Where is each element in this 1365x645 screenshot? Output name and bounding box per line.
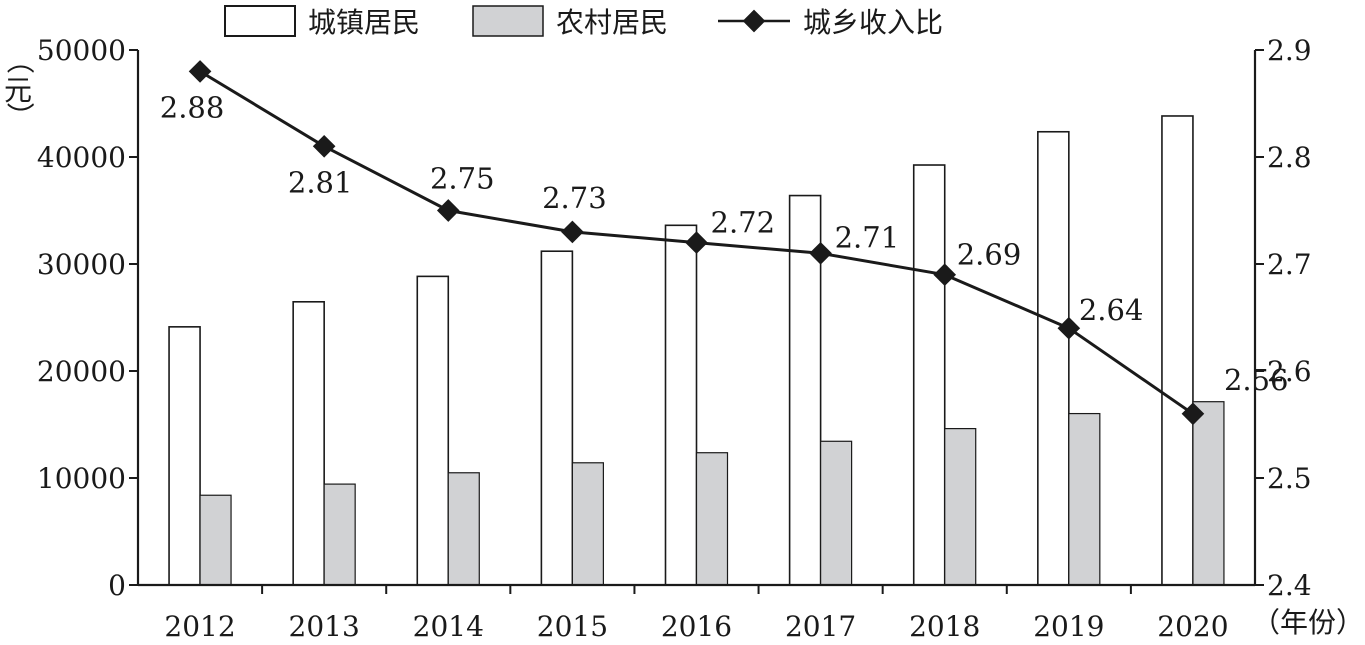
ratio-marker [561, 220, 584, 244]
bar-urban [912, 164, 946, 586]
bar-urban [416, 275, 450, 586]
x-tick-label: 2014 [413, 610, 484, 643]
legend-swatch-urban [224, 5, 296, 37]
legend-swatch-rural [472, 5, 544, 37]
ratio-marker [188, 60, 212, 83]
x-tick-label: 2016 [661, 610, 732, 643]
y-axis-unit-label: （ 元 ） [3, 46, 36, 130]
legend-label-rural: 农村居民 [556, 6, 668, 39]
ratio-marker [312, 134, 336, 158]
bar-rural [944, 427, 977, 586]
bar-rural [199, 494, 232, 586]
y-right-tick-label: 2.9 [1267, 34, 1312, 67]
y-left-tick-label: 50000 [37, 34, 126, 67]
ratio-data-label: 2.81 [288, 165, 353, 199]
y-left-tick-label: 30000 [37, 248, 126, 281]
y-right-tick-label: 2.8 [1267, 141, 1312, 174]
bar-urban [168, 326, 201, 586]
ratio-data-label: 2.71 [835, 220, 900, 254]
y-axis-unit-text: 元 [4, 74, 32, 107]
y-left-tick-label: 10000 [37, 462, 126, 495]
bar-rural [695, 452, 729, 586]
ratio-marker [436, 199, 460, 222]
ratio-marker [1181, 402, 1205, 426]
bar-rural [1192, 401, 1225, 586]
y-axis-unit-close: ） [3, 102, 36, 130]
legend-label-ratio: 城乡收入比 [803, 6, 943, 39]
ratio-series: 2.88 2.81 2.75 2.73 2.72 2.71 2.69 2.64 2.56 [160, 60, 1289, 426]
y-right-tick-label: 2.7 [1267, 248, 1312, 281]
ratio-marker [1057, 316, 1081, 340]
y-right-tick-label: 2.5 [1267, 462, 1312, 495]
x-tick-label: 2019 [1033, 610, 1104, 643]
legend-label-urban: 城镇居民 [308, 6, 420, 39]
y-left-tick-label: 0 [108, 569, 126, 602]
y-left-tick-label: 40000 [37, 141, 126, 174]
y-axis-left: 0 10000 20000 30000 40000 50000 [37, 34, 138, 602]
legend-marker-ratio [742, 9, 766, 33]
x-tick-label: 2017 [785, 610, 856, 643]
y-right-tick-label: 2.4 [1267, 569, 1312, 602]
bar-rural [323, 483, 356, 586]
x-tick-label: 2018 [909, 610, 980, 643]
legend: 城镇居民 农村居民 城乡收入比 [224, 5, 943, 39]
ratio-marker [933, 263, 957, 287]
bar-urban [1037, 130, 1070, 586]
y-left-tick-label: 20000 [37, 355, 126, 388]
bar-urban [540, 250, 574, 586]
x-tick-label: 2013 [289, 610, 360, 643]
x-tick-label: 2020 [1157, 610, 1228, 643]
ratio-data-label: 2.64 [1079, 293, 1144, 327]
y-axis-unit-open: （ [3, 46, 36, 74]
y-axis-right: 2.4 2.5 2.6 2.7 2.8 2.9 [1255, 34, 1312, 602]
bar-urban [1161, 115, 1194, 586]
bar-urban [292, 301, 325, 586]
bars [168, 115, 1225, 586]
bar-urban [788, 194, 822, 586]
x-axis-label: （年份） [1252, 606, 1364, 639]
x-tick-label: 2012 [164, 610, 235, 643]
ratio-data-label: 2.56 [1224, 363, 1289, 397]
y-right-tick-label: 2.6 [1267, 355, 1312, 388]
x-tick-label: 2015 [537, 610, 608, 643]
ratio-data-label: 2.69 [957, 238, 1022, 272]
bar-rural [447, 472, 480, 586]
bar-rural [571, 462, 604, 586]
ratio-data-label: 2.73 [542, 181, 607, 215]
ratio-data-label: 2.88 [160, 90, 225, 124]
ratio-data-label: 2.75 [430, 162, 495, 196]
bar-urban [664, 224, 698, 586]
bar-rural [820, 440, 853, 586]
ratio-data-label: 2.72 [711, 206, 776, 240]
x-axis: 2012 2013 2014 2015 2016 2017 2018 2019 2020 [164, 585, 1229, 643]
axes [136, 50, 1257, 587]
bar-rural [1068, 412, 1101, 586]
